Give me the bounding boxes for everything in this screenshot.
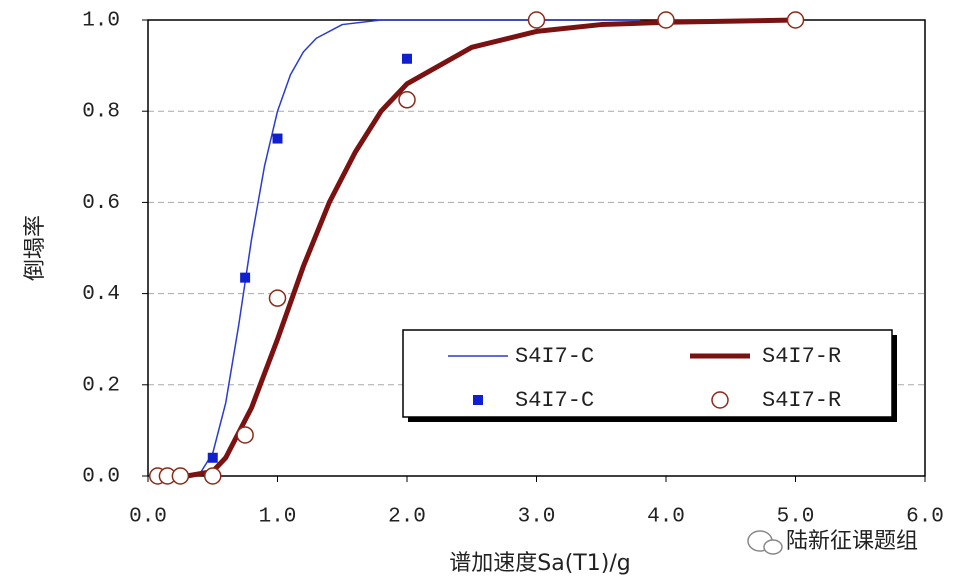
legend-marker — [473, 395, 483, 405]
x-tick-label: 2.0 — [388, 506, 426, 529]
x-tick-label: 3.0 — [518, 506, 556, 529]
square-marker — [272, 133, 283, 144]
square-marker — [240, 272, 251, 283]
circle-marker — [786, 11, 805, 29]
y-tick-label: 0.0 — [82, 466, 120, 489]
legend-label: S4I7-C — [515, 388, 594, 413]
y-tick-label: 1.0 — [82, 10, 120, 33]
circle-marker — [657, 11, 675, 29]
legend-marker — [711, 391, 729, 409]
watermark: 陆新征课题组 — [786, 529, 918, 554]
x-tick-label: 4.0 — [647, 506, 685, 529]
legend-label: S4I7-R — [762, 388, 841, 413]
legend-label: S4I7-C — [515, 344, 594, 369]
watermark-icon — [747, 530, 783, 555]
x-tick-label: 0.0 — [129, 506, 167, 529]
circle-marker — [171, 467, 190, 485]
circle-marker — [204, 467, 222, 485]
series-line — [186, 17, 796, 479]
circle-marker — [398, 91, 416, 109]
x-axis-title: 谱加速度Sa(T1)/g — [449, 551, 630, 576]
y-axis-title: 倒塌率 — [23, 215, 48, 281]
square-marker — [207, 452, 218, 463]
legend-box — [402, 329, 893, 418]
x-tick-label: 1.0 — [259, 506, 297, 529]
y-tick-label: 0.6 — [82, 192, 120, 215]
y-tick-label: 0.2 — [82, 374, 120, 397]
series-line — [186, 19, 641, 477]
square-marker — [402, 53, 412, 64]
circle-marker — [527, 11, 546, 29]
y-tick-label: 0.8 — [82, 101, 120, 124]
y-tick-label: 0.4 — [82, 283, 120, 306]
circle-marker — [236, 426, 254, 444]
x-tick-label: 6.0 — [906, 506, 944, 529]
x-tick-label: 5.0 — [777, 506, 815, 529]
legend-label: S4I7-R — [762, 344, 841, 369]
circle-marker — [268, 289, 287, 307]
